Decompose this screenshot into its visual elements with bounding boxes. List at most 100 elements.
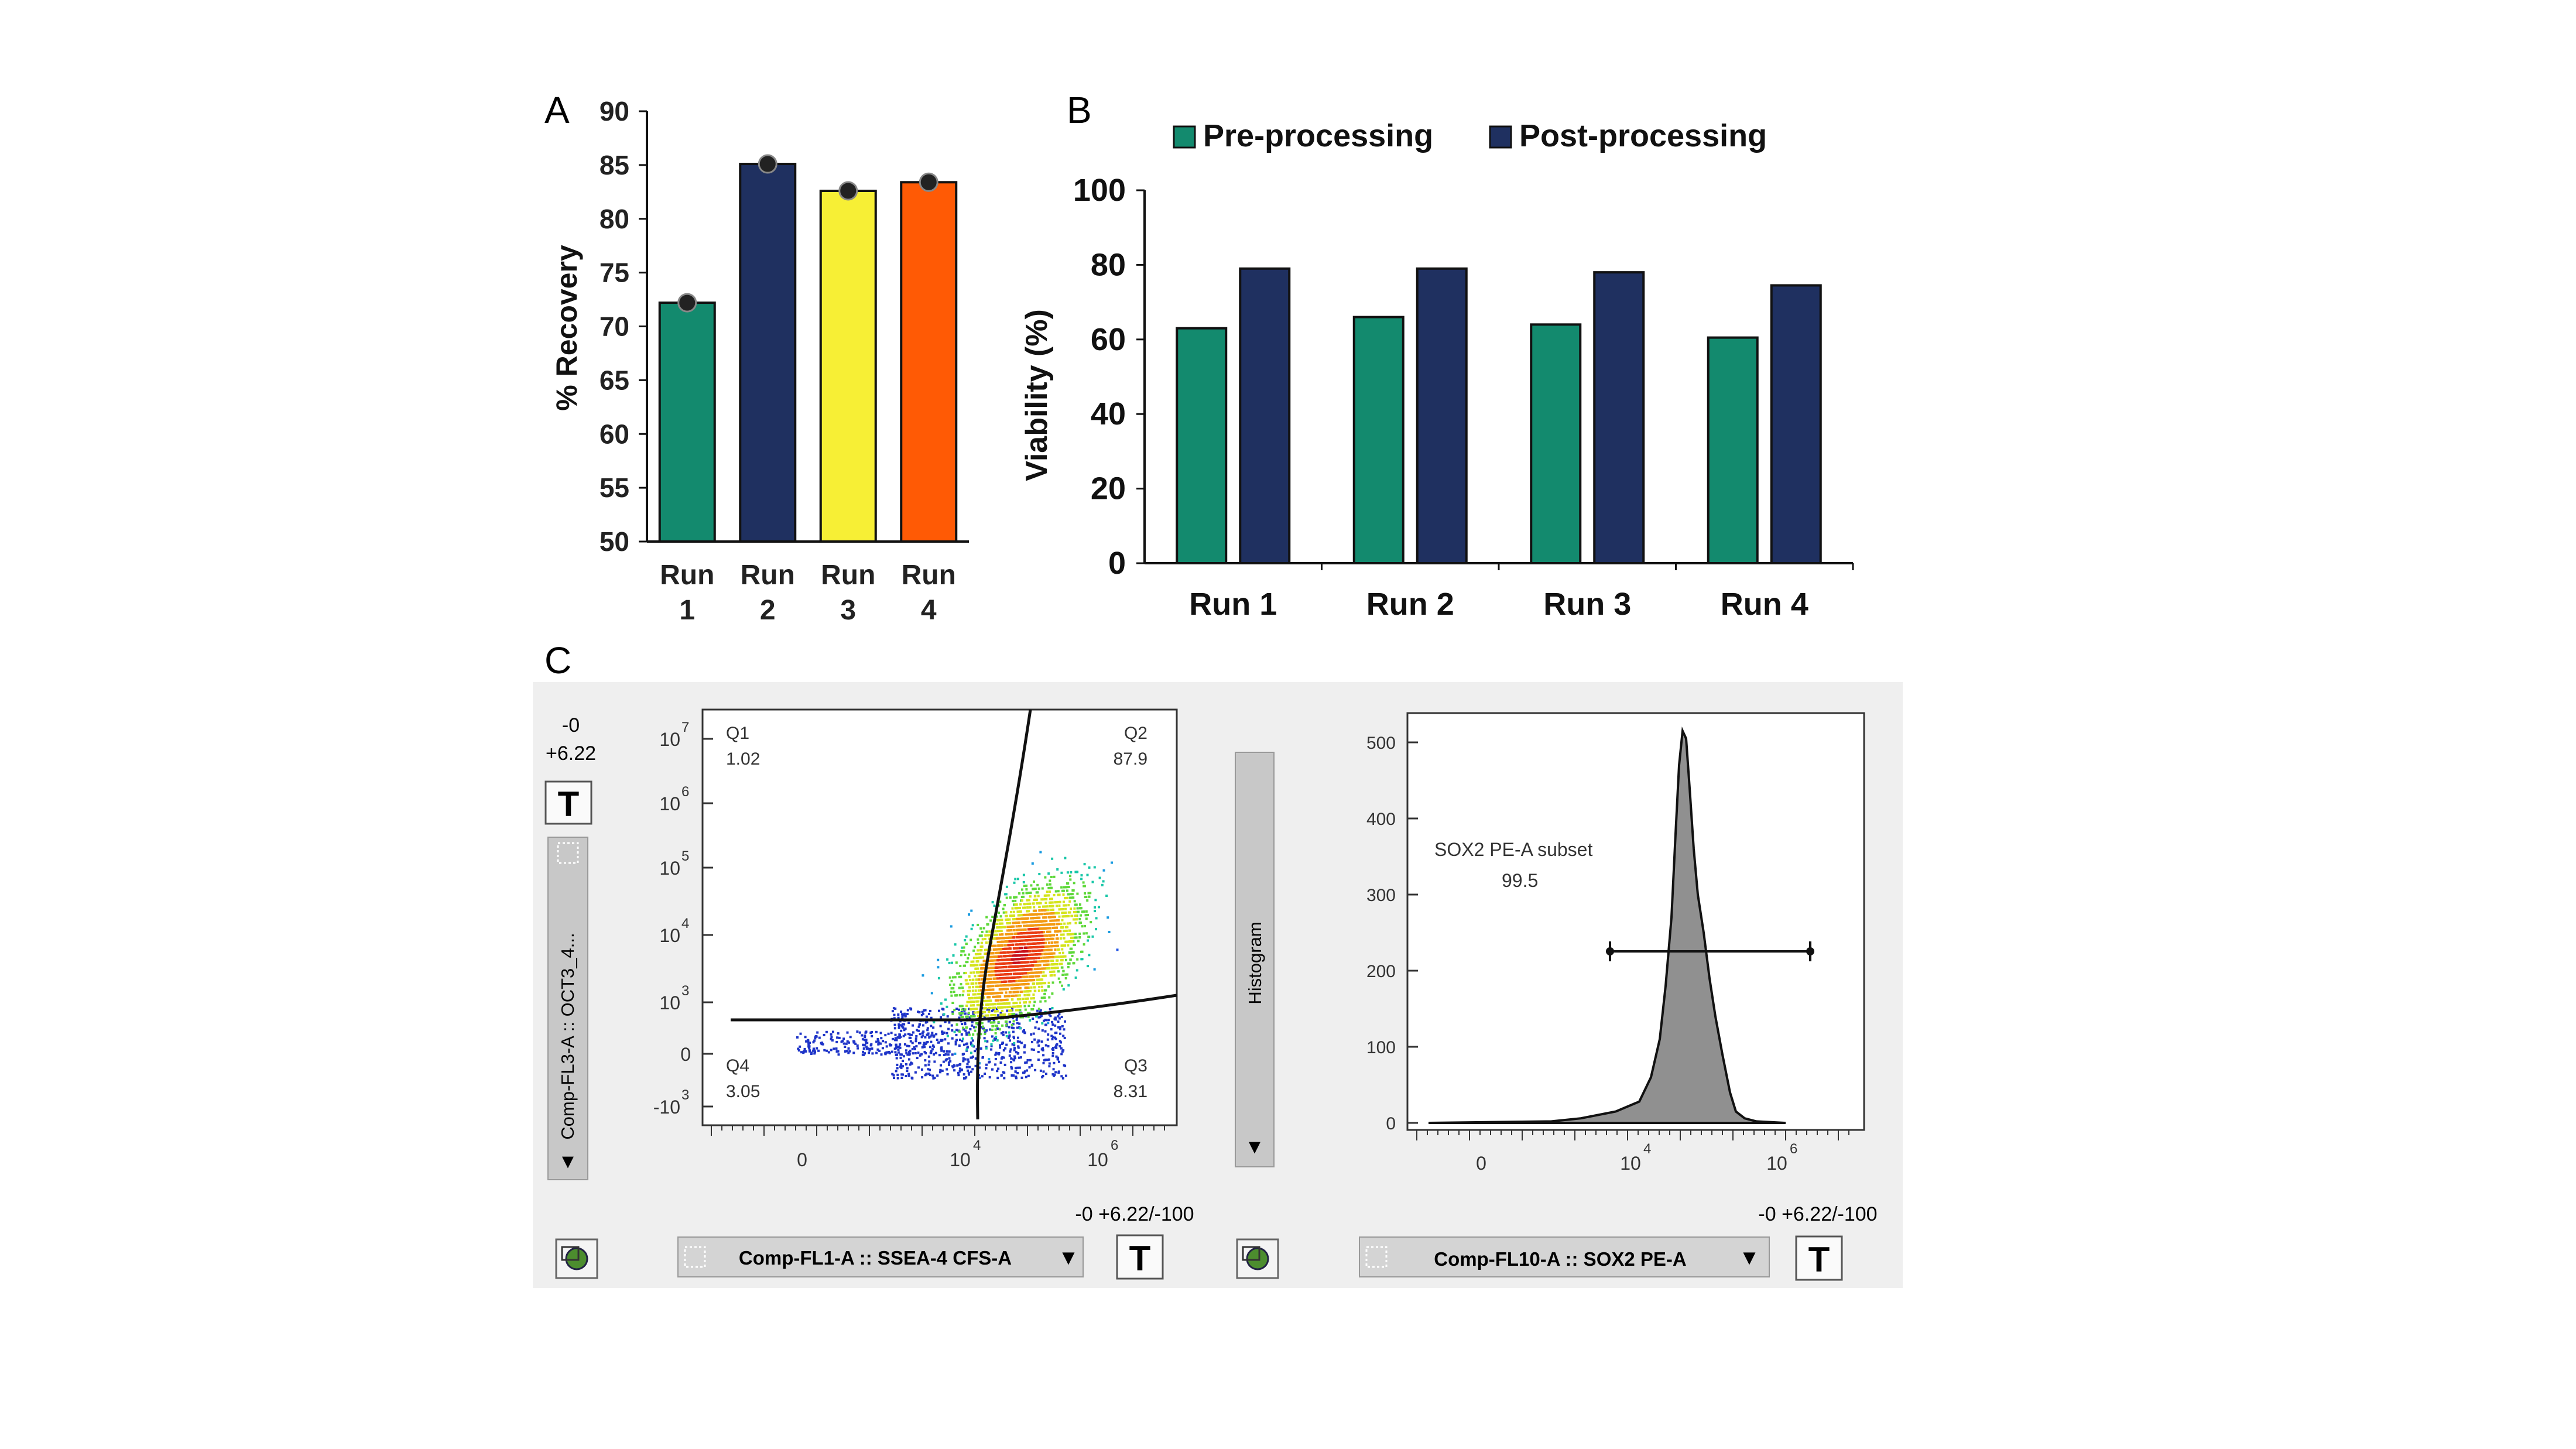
scatter-event-dot — [977, 993, 980, 996]
scatter-event-dot — [994, 1028, 997, 1031]
scatter-event-dot — [1011, 933, 1014, 936]
chart-a-y-tick-label: 90 — [600, 96, 629, 126]
scatter-event-dot — [929, 1035, 932, 1038]
scatter-event-dot — [971, 989, 974, 992]
scatter-event-dot — [1043, 934, 1046, 937]
scatter-event-dot — [924, 1052, 927, 1054]
scatter-event-dot — [998, 940, 1001, 943]
scatter-event-dot — [951, 1029, 954, 1032]
scatter-event-dot — [1051, 919, 1054, 922]
scatter-event-dot — [988, 985, 991, 988]
scatter-event-dot — [960, 983, 962, 986]
left-top-value-1: -0 — [562, 714, 580, 737]
scatter-event-dot — [902, 1060, 905, 1062]
scatter-event-dot — [1051, 1007, 1054, 1009]
scatter-event-dot — [919, 1054, 922, 1057]
scatter-event-dot — [1030, 938, 1033, 941]
scatter-event-dot — [1005, 955, 1008, 958]
scatter-event-dot — [1021, 1016, 1024, 1019]
scatter-event-dot — [995, 955, 998, 958]
scatter-event-dot — [968, 1008, 971, 1010]
scatter-event-dot — [1034, 888, 1037, 890]
scatter-event-dot — [1027, 892, 1030, 895]
scatter-event-dot — [1023, 1051, 1026, 1054]
scatter-event-dot — [1013, 1049, 1016, 1051]
text-tool-button-bottom-right[interactable]: T — [1795, 1235, 1843, 1281]
scatter-event-dot — [919, 1033, 922, 1036]
scatter-event-dot — [1093, 968, 1096, 971]
text-tool-button-bottom-left[interactable]: T — [1116, 1234, 1164, 1280]
scatter-event-dot — [1020, 1012, 1023, 1015]
scatter-event-dot — [871, 1034, 873, 1037]
scatter-event-dot — [1037, 1044, 1040, 1047]
scatter-event-dot — [995, 970, 998, 972]
scatter-event-dot — [1068, 900, 1071, 903]
scatter-event-dot — [1008, 1009, 1010, 1012]
scatter-event-dot — [986, 981, 989, 984]
scatter-event-dot — [907, 1073, 910, 1075]
chevron-down-icon: ▼ — [1739, 1245, 1760, 1269]
chart-a-x-tick-label: 3 — [840, 595, 856, 626]
scatter-event-dot — [922, 1024, 924, 1027]
x-axis-parameter-select-left[interactable]: Comp-FL1-A :: SSEA-4 CFS-A ▼ — [677, 1236, 1084, 1277]
scatter-event-dot — [925, 1015, 928, 1018]
scatter-event-dot — [837, 1032, 840, 1035]
scatter-event-dot — [924, 1059, 927, 1062]
scatter-event-dot — [979, 1033, 982, 1036]
scatter-event-dot — [1019, 903, 1022, 906]
scatter-event-dot — [906, 1044, 909, 1047]
scatter-event-dot — [1013, 1037, 1015, 1040]
scatter-event-dot — [1019, 947, 1022, 950]
scatter-event-dot — [1005, 933, 1008, 936]
scatter-event-dot — [1046, 1038, 1049, 1041]
scatter-event-dot — [1010, 1009, 1013, 1012]
scatter-event-dot — [996, 1002, 999, 1005]
scatter-event-dot — [1085, 917, 1088, 920]
scatter-event-dot — [1039, 982, 1042, 985]
x-axis-parameter-select-right[interactable]: Comp-FL10-A :: SOX2 PE-A ▼ — [1359, 1236, 1770, 1277]
scatter-event-dot — [1037, 913, 1040, 916]
scatter-event-dot — [981, 978, 984, 981]
scatter-event-dot — [1058, 893, 1061, 896]
chart-b-legend-label: Post-processing — [1519, 118, 1767, 153]
scatter-event-dot — [1043, 964, 1046, 967]
scatter-event-dot — [1012, 1036, 1015, 1038]
scatter-event-dot — [981, 1022, 984, 1025]
scatter-event-dot — [1045, 949, 1048, 951]
scatter-event-dot — [871, 1052, 874, 1055]
scatter-event-dot — [1027, 1015, 1030, 1018]
scatter-event-dot — [970, 1037, 973, 1040]
scatter-event-dot — [971, 924, 974, 927]
scatter-event-dot — [1073, 911, 1075, 913]
scatter-event-dot — [1069, 947, 1072, 950]
scatter-event-dot — [955, 1039, 958, 1042]
scatter-event-dot — [1018, 947, 1020, 950]
scatter-event-dot — [833, 1047, 835, 1050]
scatter-event-dot — [1026, 1059, 1029, 1061]
scatter-event-dot — [964, 964, 967, 967]
histogram-y-tick-label: 100 — [1366, 1038, 1396, 1057]
scatter-event-dot — [965, 1032, 968, 1034]
scatter-event-dot — [1005, 984, 1008, 986]
plot-type-select[interactable]: Histogram ▼ — [1235, 752, 1275, 1167]
scatter-event-dot — [1016, 936, 1019, 938]
scatter-event-dot — [971, 1021, 974, 1023]
scatter-event-dot — [1094, 906, 1097, 909]
layout-icon-button-right[interactable] — [1236, 1238, 1279, 1279]
scatter-event-dot — [1010, 987, 1013, 990]
layout-icon-button-left[interactable] — [555, 1238, 598, 1279]
scatter-event-dot — [1042, 923, 1045, 926]
scatter-event-dot — [1033, 906, 1036, 909]
y-axis-parameter-select[interactable]: Comp-FL3-A :: OCT3_4... ▼ — [547, 837, 588, 1180]
chart-a-y-tick-label: 80 — [600, 204, 629, 234]
scatter-event-dot — [1056, 934, 1059, 937]
chart-a-point — [677, 293, 697, 313]
scatter-event-dot — [990, 974, 993, 977]
scatter-event-dot — [983, 1037, 986, 1040]
scatter-event-dot — [1063, 1037, 1066, 1039]
scatter-event-dot — [944, 998, 947, 1001]
scatter-event-dot — [1024, 928, 1027, 931]
text-tool-button-left[interactable]: T — [544, 780, 592, 825]
scatter-event-dot — [1013, 881, 1016, 884]
scatter-event-dot — [1012, 1002, 1015, 1005]
